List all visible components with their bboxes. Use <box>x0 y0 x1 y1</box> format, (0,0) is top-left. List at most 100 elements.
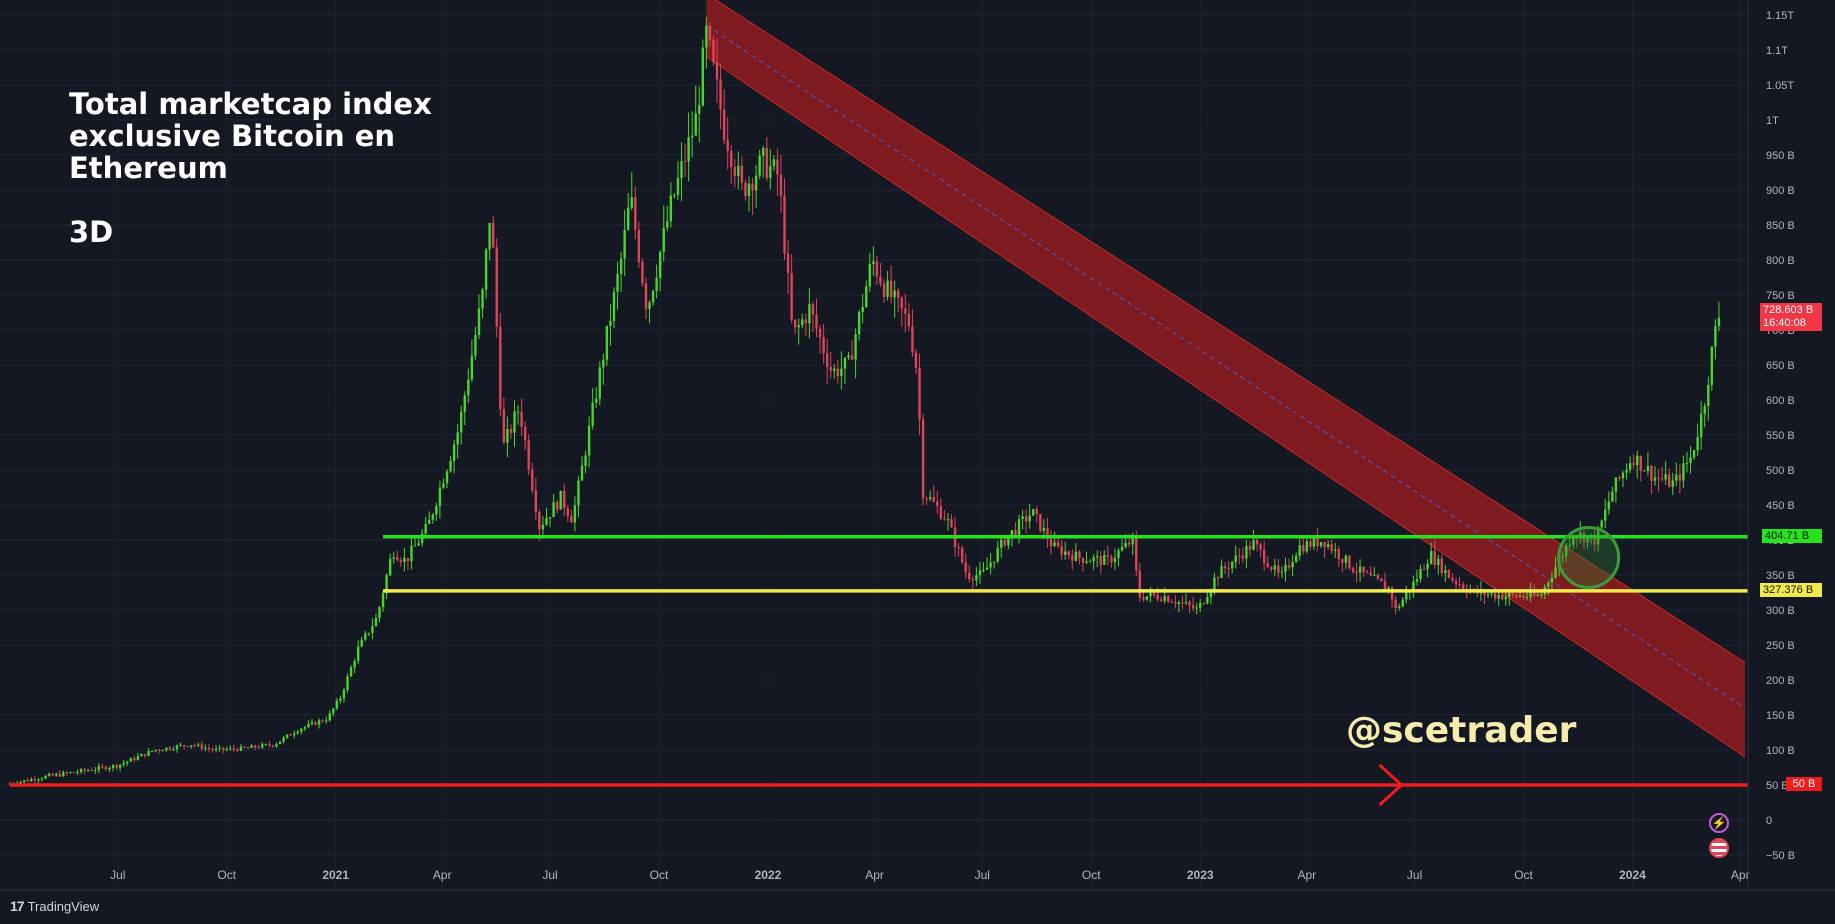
candle-body <box>850 355 854 360</box>
candle-body <box>804 319 808 324</box>
candle-body <box>289 734 292 736</box>
candle-body <box>587 425 591 456</box>
candle-body <box>1014 530 1017 535</box>
candle-body <box>1657 477 1660 479</box>
candle-body <box>1717 317 1721 326</box>
candle-body <box>1188 601 1191 606</box>
candle-body <box>488 222 491 250</box>
candle-body <box>644 283 648 309</box>
candle-body <box>1209 590 1213 598</box>
candle-body <box>683 161 687 163</box>
candle-body <box>669 195 673 222</box>
last-price-badge[interactable]: 728.603 B 16:40:08 <box>1760 303 1822 331</box>
candle-body <box>499 326 502 410</box>
channel-lower-edge <box>706 56 1746 758</box>
candle-body <box>918 368 921 420</box>
candle-body <box>76 772 79 774</box>
candle-body <box>1252 540 1255 550</box>
candle-body <box>779 174 783 196</box>
candle-body <box>300 728 303 732</box>
lightning-icon[interactable]: ⚡ <box>1709 813 1729 833</box>
candle-body <box>1351 568 1355 572</box>
candle-body <box>303 726 307 729</box>
candle-body <box>1501 595 1504 600</box>
candle-body <box>658 251 662 278</box>
candle-body <box>1294 555 1298 563</box>
candle-body <box>595 398 598 403</box>
green-level-badge[interactable]: 404.71 B <box>1762 529 1822 543</box>
candle-body <box>573 505 577 523</box>
candle-body <box>651 291 655 303</box>
tradingview-logo[interactable]: 17 TradingView <box>10 898 99 914</box>
candle-body <box>204 747 207 749</box>
candle-body <box>1223 566 1227 569</box>
candle-body <box>1490 593 1493 595</box>
candle-body <box>1397 606 1401 609</box>
candle-body <box>1191 605 1195 609</box>
y-tick-label: 750 B <box>1766 290 1795 302</box>
candle-body <box>523 426 527 441</box>
candle-body <box>317 720 321 725</box>
candle-body <box>97 766 101 770</box>
y-tick-label: 850 B <box>1766 220 1795 232</box>
candle-body <box>1081 558 1085 563</box>
candle-body <box>1550 577 1554 583</box>
candle-body <box>1028 515 1031 522</box>
candle-body <box>616 273 619 292</box>
candle-body <box>868 263 872 287</box>
candle-body <box>1181 602 1184 604</box>
candle-body <box>200 744 204 749</box>
candle-body <box>1064 551 1067 555</box>
candle-body <box>1433 551 1436 566</box>
chart-title: Total marketcap index exclusive Bitcoin … <box>69 88 432 248</box>
x-tick-label: 2024 <box>1619 868 1646 882</box>
candle-body <box>477 308 481 335</box>
candle-body <box>1056 542 1060 547</box>
candle-body <box>1604 509 1607 521</box>
x-tick-label: Oct <box>1514 868 1533 882</box>
candle-body <box>396 557 399 561</box>
candle-body <box>861 306 864 312</box>
candle-body <box>1092 557 1095 562</box>
candle-body <box>392 557 395 559</box>
candle-body <box>566 508 570 516</box>
candle-body <box>1280 571 1284 573</box>
candle-body <box>1373 575 1376 577</box>
candle-body <box>836 368 840 377</box>
candle-body <box>619 258 623 274</box>
red-level-badge[interactable]: 50 B <box>1786 777 1822 791</box>
candle-body <box>886 280 889 297</box>
candle-body <box>1184 601 1188 603</box>
y-tick-label: 500 B <box>1766 465 1795 477</box>
candle-body <box>541 524 545 530</box>
candle-body <box>801 319 804 326</box>
candle-body <box>310 722 314 724</box>
timeframe-label: 3D <box>69 215 114 249</box>
candle-body <box>598 367 601 399</box>
candle-body <box>1003 539 1007 546</box>
candle-body <box>1248 545 1252 550</box>
y-tick-label: 450 B <box>1766 500 1795 512</box>
candle-body <box>641 261 644 284</box>
candle-body <box>1145 596 1149 600</box>
us-flag-icon[interactable] <box>1709 838 1729 858</box>
candle-body <box>580 465 584 481</box>
y-tick-label: 0 <box>1766 815 1772 827</box>
candle-body <box>1703 405 1706 414</box>
candle-body <box>79 769 83 773</box>
candle-body <box>808 304 811 324</box>
candle-body <box>996 547 999 562</box>
candle-body <box>1454 580 1458 584</box>
candle-body <box>353 660 356 668</box>
candle-body <box>346 676 349 690</box>
candle-body <box>985 567 989 570</box>
candle-body <box>1344 555 1348 563</box>
candle-body <box>367 632 371 634</box>
yellow-level-badge[interactable]: 327.376 B <box>1760 583 1822 597</box>
candle-body <box>1508 593 1511 597</box>
candle-body <box>1415 579 1419 582</box>
candle-body <box>40 778 44 780</box>
candle-body <box>1380 578 1383 582</box>
candle-body <box>1000 539 1003 548</box>
